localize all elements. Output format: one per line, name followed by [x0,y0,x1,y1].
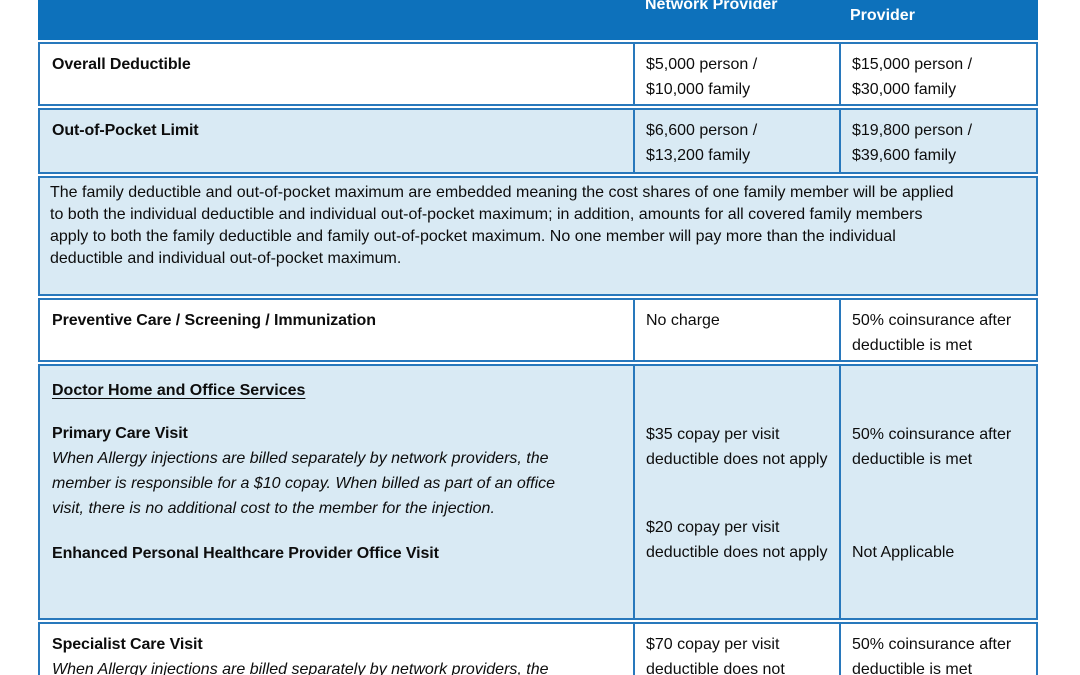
oop-limit-name-cell: Out-of-Pocket Limit [40,110,633,172]
primary-care-non-network-value: 50% coinsurance after deductible is met [852,426,1012,468]
specialist-non-network-value: 50% coinsurance after deductible is met [839,624,1036,675]
preventive-network-value: No charge [633,300,839,360]
primary-care-network-value: $35 copay per visit deductible does not … [646,426,828,468]
header-benefit-column [38,0,633,40]
row-preventive-care: Preventive Care / Screening / Immunizati… [38,298,1038,362]
row-overall-deductible: Overall Deductible $5,000 person / $10,0… [38,42,1038,106]
specialist-label: Specialist Care Visit [52,636,203,653]
doctor-services-name-cell: Doctor Home and Office Services Primary … [40,366,633,618]
header-non-network-provider-label: Provider [850,7,915,24]
primary-care-visit-block: Primary Care Visit When Allergy injectio… [52,421,623,521]
preventive-non-network-value: 50% coinsurance after deductible is met [839,300,1036,360]
overall-deductible-network-value: $5,000 person / $10,000 family [633,44,839,104]
oop-limit-non-network-value: $19,800 person / $39,600 family [839,110,1036,172]
oop-limit-network-value: $6,600 person / $13,200 family [633,110,839,172]
primary-care-visit-label: Primary Care Visit [52,425,188,442]
header-network-provider-label: Network Provider [645,0,778,13]
benefits-table: Network Provider Provider Overall Deduct… [38,0,1038,675]
preventive-label: Preventive Care / Screening / Immunizati… [52,312,376,329]
row-out-of-pocket-limit: Out-of-Pocket Limit $6,600 person / $13,… [38,108,1038,174]
overall-deductible-label: Overall Deductible [52,56,191,73]
doctor-services-section-title: Doctor Home and Office Services [52,382,306,399]
row-embedded-note: The family deductible and out-of-pocket … [38,176,1038,296]
preventive-name-cell: Preventive Care / Screening / Immunizati… [40,300,633,360]
overall-deductible-non-network-value: $15,000 person / $30,000 family [839,44,1036,104]
doctor-services-non-network-cell: 50% coinsurance after deductible is met … [839,366,1036,618]
specialist-network-value: $70 copay per visit deductible does not [633,624,839,675]
overall-deductible-name-cell: Overall Deductible [40,44,633,104]
row-specialist-care-visit: Specialist Care Visit When Allergy injec… [38,622,1038,675]
enhanced-php-non-network-value: Not Applicable [852,544,955,561]
oop-limit-label: Out-of-Pocket Limit [52,122,199,139]
header-non-network-provider: Provider [839,0,1038,40]
doctor-services-network-cell: $35 copay per visit deductible does not … [633,366,839,618]
table-header-row: Network Provider Provider [38,0,1038,40]
primary-care-visit-note: When Allergy injections are billed separ… [52,450,556,517]
specialist-note: When Allergy injections are billed separ… [52,661,549,675]
specialist-name-cell: Specialist Care Visit When Allergy injec… [40,624,633,675]
row-doctor-home-office-services: Doctor Home and Office Services Primary … [38,364,1038,620]
header-network-provider: Network Provider [633,0,839,40]
enhanced-php-network-value: $20 copay per visit deductible does not … [646,519,828,561]
enhanced-php-visit-label: Enhanced Personal Healthcare Provider Of… [52,545,439,562]
